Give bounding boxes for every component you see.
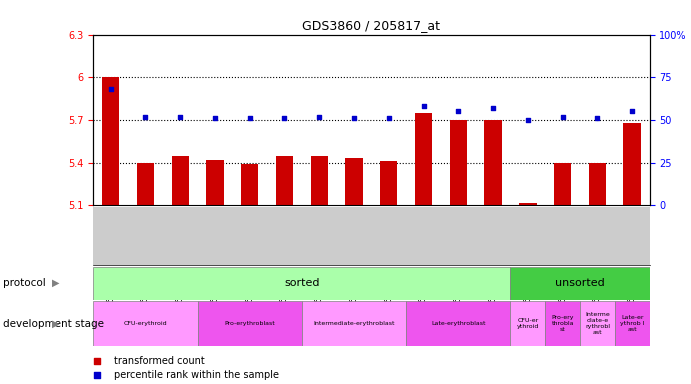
Bar [310,156,328,205]
Text: unsorted: unsorted [555,278,605,288]
Bar [580,301,615,346]
Bar [346,159,363,205]
Point [279,115,290,121]
Bar [93,267,511,300]
Bar [519,203,536,205]
Text: sorted: sorted [284,278,320,288]
Bar [102,77,120,205]
Text: percentile rank within the sample: percentile rank within the sample [114,370,279,380]
Bar [415,113,433,205]
Text: Pro-ery
throbla
st: Pro-ery throbla st [551,315,574,332]
Point [175,114,186,120]
Point [244,115,255,121]
Bar [554,163,571,205]
Bar [406,301,511,346]
Point [105,86,116,92]
Point [592,115,603,121]
Bar [276,156,293,205]
Bar [545,301,580,346]
Point [627,108,638,114]
Point [453,108,464,114]
Bar [380,161,397,205]
Text: development stage: development stage [3,318,104,329]
Text: protocol: protocol [3,278,46,288]
Text: transformed count: transformed count [114,356,205,366]
Bar [511,267,650,300]
Bar [171,156,189,205]
Text: Late-erythroblast: Late-erythroblast [431,321,486,326]
Bar [450,120,467,205]
Bar [589,163,606,205]
Bar [511,301,545,346]
Point [557,114,568,120]
Bar [198,301,302,346]
Text: Interme
diate-e
rythrobl
ast: Interme diate-e rythrobl ast [585,312,610,335]
Bar [484,120,502,205]
Title: GDS3860 / 205817_at: GDS3860 / 205817_at [303,19,440,32]
Bar [93,301,198,346]
Text: ▶: ▶ [52,278,59,288]
Text: Pro-erythroblast: Pro-erythroblast [225,321,275,326]
Point [140,114,151,120]
Bar [241,164,258,205]
Point [384,115,395,121]
Point [418,103,429,109]
Point [314,114,325,120]
Bar [623,123,641,205]
Text: Intermediate-erythroblast: Intermediate-erythroblast [313,321,395,326]
Text: ▶: ▶ [52,318,59,329]
Text: CFU-erythroid: CFU-erythroid [124,321,167,326]
Point [209,115,220,121]
Point [522,117,533,123]
Point [488,105,499,111]
Point [348,115,359,121]
Bar [302,301,406,346]
Bar [615,301,650,346]
Bar [137,163,154,205]
Bar [207,160,224,205]
Text: CFU-er
ythroid: CFU-er ythroid [517,318,539,329]
Text: Late-er
ythrob l
ast: Late-er ythrob l ast [620,315,644,332]
